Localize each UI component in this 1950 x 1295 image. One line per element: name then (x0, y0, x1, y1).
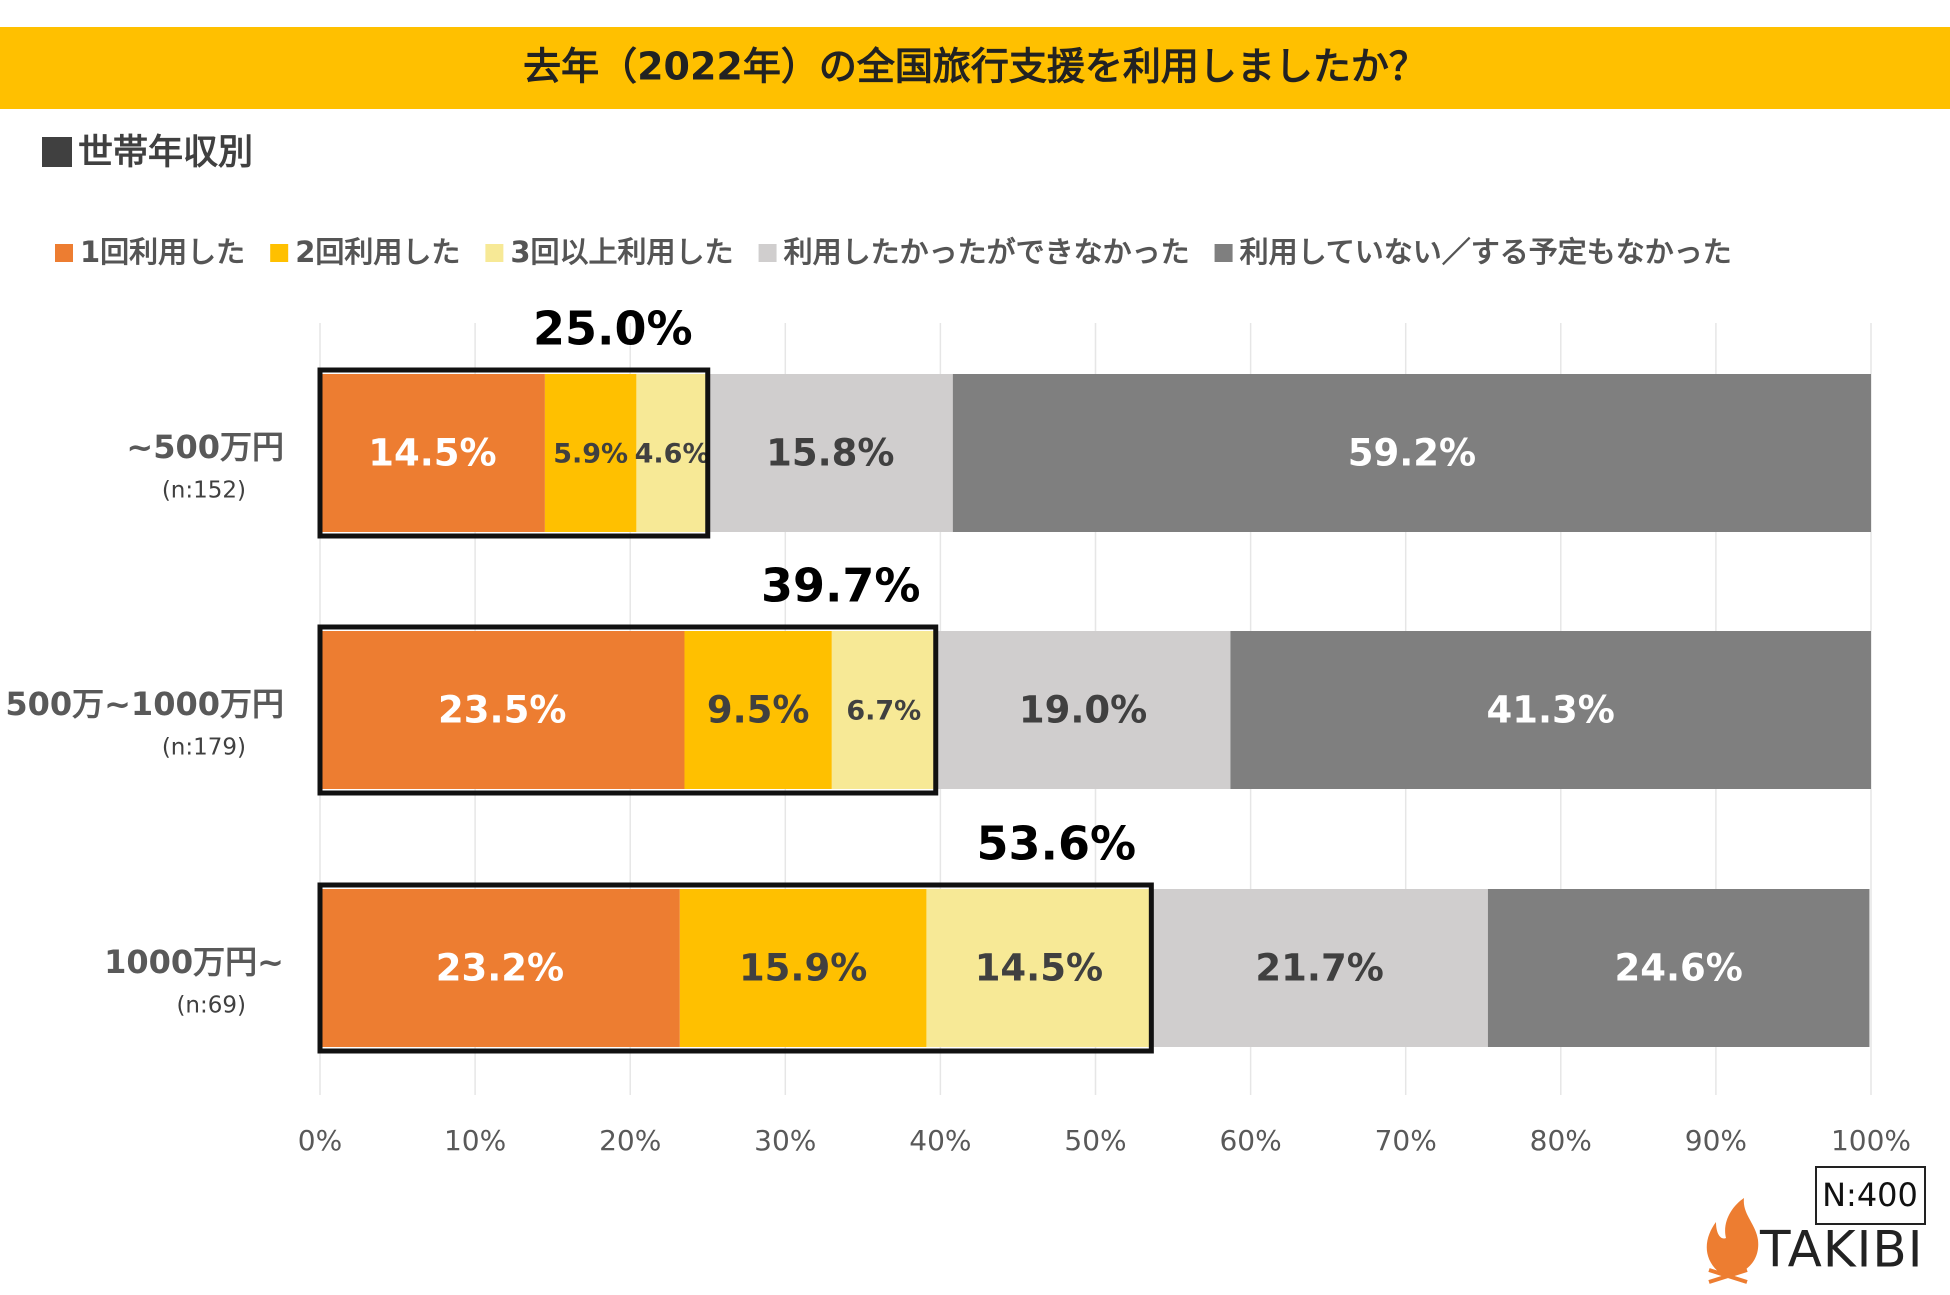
total-label: 25.0% (533, 302, 693, 356)
x-tick-label: 70% (1375, 1124, 1437, 1157)
bar-segment (679, 889, 927, 1047)
legend-swatch (270, 244, 289, 262)
data-label: 59.2% (1348, 432, 1476, 475)
y-tick-note: (n:179) (162, 735, 246, 761)
logo: TAKIBI (1759, 1221, 1923, 1279)
bar-segment (684, 631, 832, 789)
data-label: 23.2% (436, 947, 564, 990)
y-tick-note: (n:152) (162, 478, 246, 504)
note: N:400 (1822, 1176, 1918, 1214)
legend-swatch (485, 244, 504, 262)
data-label: 6.7% (846, 696, 921, 727)
x-tick-label: 90% (1685, 1124, 1747, 1157)
bar-segment (636, 374, 708, 532)
data-label: 41.3% (1487, 689, 1615, 732)
bar-segment (926, 889, 1152, 1047)
x-tick-label: 20% (599, 1124, 661, 1157)
x-tick-label: 0% (298, 1124, 342, 1157)
data-label: 4.6% (635, 439, 710, 470)
data-label: 14.5% (368, 432, 496, 475)
data-label: 19.0% (1019, 689, 1147, 732)
x-tick-label: 40% (909, 1124, 971, 1157)
legend-label: 3回以上利用した (510, 235, 733, 269)
bar-segment (707, 374, 953, 532)
bar-segment (831, 631, 936, 789)
data-label: 15.9% (739, 947, 867, 990)
chart-title: 去年（2022年）の全国旅行支援を利用しましたか？ (523, 45, 1427, 89)
data-label: 14.5% (975, 947, 1103, 990)
total-box (317, 882, 1154, 1054)
total-box (317, 624, 939, 796)
y-tick-label: ~500万円 (126, 428, 284, 466)
bar-segment (320, 631, 685, 789)
legend-label: 利用していない／する予定もなかった (1240, 235, 1732, 269)
x-tick-label: 10% (444, 1124, 506, 1157)
total-label: 53.6% (977, 817, 1137, 871)
legend-swatch (758, 244, 777, 262)
data-label: 21.7% (1255, 947, 1383, 990)
x-tick-label: 80% (1530, 1124, 1592, 1157)
bar-segment (952, 374, 1871, 532)
data-label: 23.5% (438, 689, 566, 732)
subtitle: 世帯年収別 (78, 133, 253, 173)
data-label: 9.5% (707, 689, 810, 732)
x-tick-label: 60% (1219, 1124, 1281, 1157)
bar-segment (1151, 889, 1488, 1047)
logo-icon (1706, 1198, 1759, 1284)
data-label: 15.8% (766, 432, 894, 475)
legend-label: 利用したかったができなかった (784, 235, 1190, 269)
subtitle-square (42, 137, 72, 167)
legend-swatch (55, 244, 73, 262)
legend-label: 2回利用した (295, 235, 460, 269)
x-tick-label: 30% (754, 1124, 816, 1157)
title-bar (0, 27, 1950, 109)
note-box (1815, 1166, 1926, 1225)
data-label: 5.9% (553, 439, 628, 470)
bar-segment (320, 889, 680, 1047)
y-tick-label: 1000万円~ (104, 943, 284, 981)
bar-segment (544, 374, 637, 532)
y-tick-label: 500万~1000万円 (5, 685, 284, 723)
x-tick-label: 100% (1831, 1124, 1911, 1157)
total-label: 39.7% (761, 559, 921, 613)
total-box (317, 367, 711, 539)
x-tick-label: 50% (1064, 1124, 1126, 1157)
bar-segment (320, 374, 545, 532)
legend-swatch (1214, 244, 1233, 262)
bar-segment (1487, 889, 1870, 1047)
data-label: 24.6% (1614, 947, 1742, 990)
legend-label: 1回利用した (80, 235, 245, 269)
bar-segment (1230, 631, 1871, 789)
y-tick-note: (n:69) (176, 993, 246, 1019)
bar-segment (935, 631, 1231, 789)
